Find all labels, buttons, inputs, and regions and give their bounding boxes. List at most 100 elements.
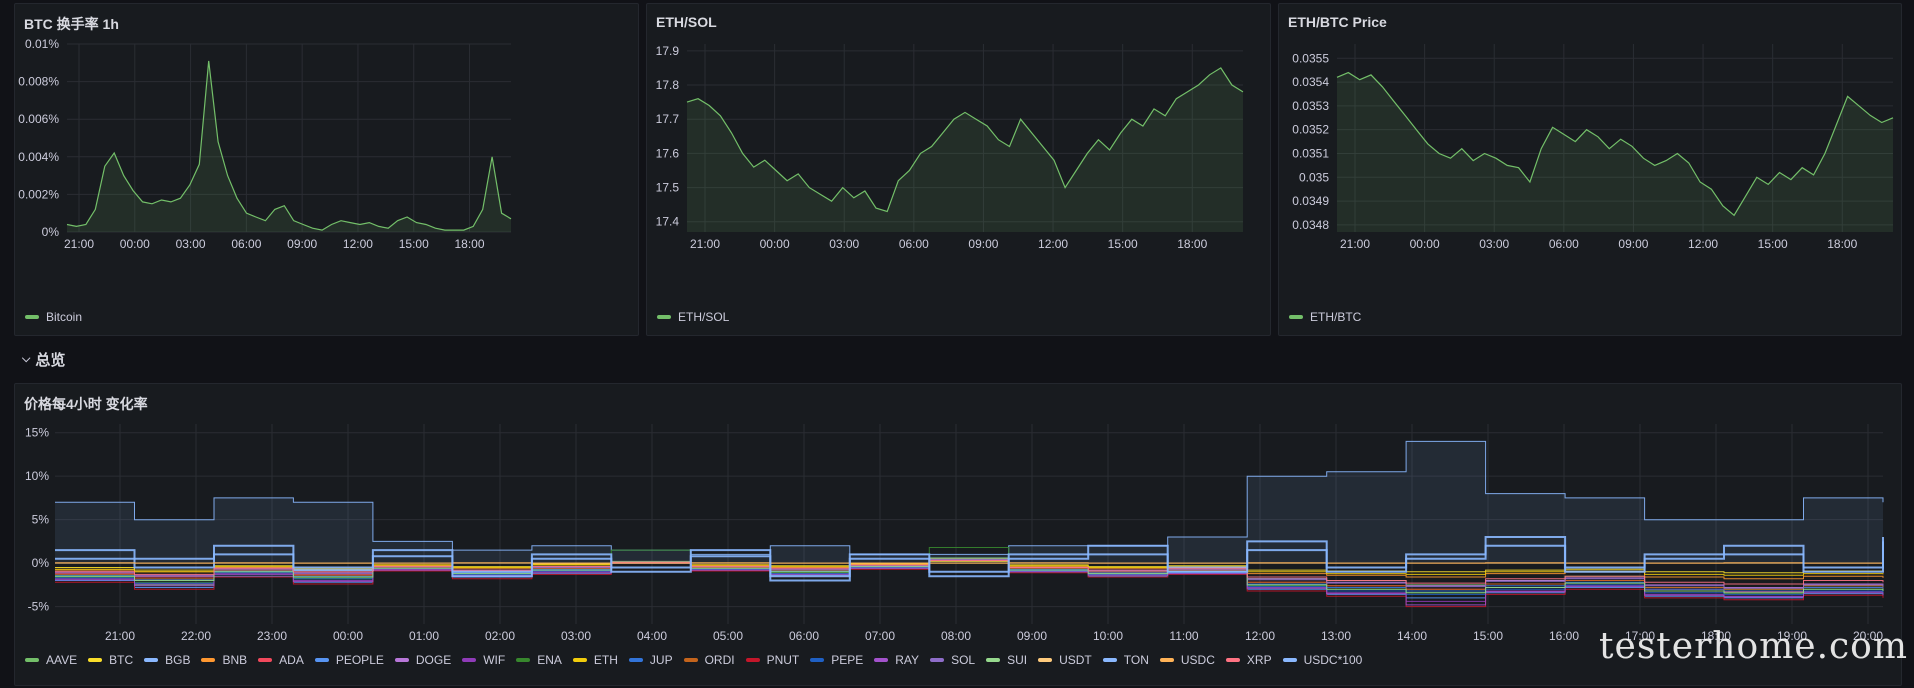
- legend-swatch: [144, 658, 159, 662]
- y-tick-label: 0%: [32, 556, 50, 570]
- x-tick-label: 03:00: [829, 237, 859, 251]
- legend-item[interactable]: ENA: [516, 653, 562, 667]
- row-collapse-toggle[interactable]: ⌵ 总览: [22, 349, 65, 370]
- legend-item[interactable]: PEOPLE: [314, 653, 384, 667]
- y-tick-label: 0.0353: [1292, 99, 1329, 113]
- x-tick-label: 18:00: [455, 237, 485, 251]
- x-tick-label: 15:00: [1473, 629, 1503, 643]
- legend-item[interactable]: XRP: [1225, 653, 1272, 667]
- chart-price-change: -5% 0% 5% 10% 15% 21:00 22:00 23:00 00:00 01:00 02…: [25, 424, 1884, 643]
- x-tick-label: 19:00: [1777, 629, 1807, 643]
- legend-label: ETH: [593, 653, 618, 667]
- x-tick-label: 18:00: [1827, 237, 1857, 251]
- y-tick-label: 0.0349: [1292, 194, 1329, 208]
- panel-eth-sol[interactable]: ETH/SOL 17.4 17.5 17.6 17.7 17.8 17.9 21:00 00:…: [646, 3, 1271, 336]
- legend-item[interactable]: RAY: [874, 653, 919, 667]
- legend-item[interactable]: USDC: [1159, 653, 1215, 667]
- legend-item[interactable]: BTC: [88, 653, 133, 667]
- panel-title: 价格每4小时 变化率: [24, 396, 148, 412]
- legend-item[interactable]: WIF: [462, 653, 505, 667]
- legend: Bitcoin: [25, 310, 93, 324]
- panel-title: ETH/SOL: [656, 14, 717, 30]
- y-tick-label: 17.9: [656, 44, 680, 58]
- x-tick-label: 07:00: [865, 629, 895, 643]
- legend-item[interactable]: PEPE: [810, 653, 863, 667]
- y-tick-label: 17.7: [656, 112, 680, 126]
- legend-label: RAY: [895, 653, 920, 667]
- series-line: [1336, 71, 1894, 217]
- legend-item[interactable]: SOL: [930, 653, 975, 667]
- panel-btc-turnover[interactable]: BTC 换手率 1h 0% 0.002% 0.004% 0.006% 0.008% 0.0…: [14, 3, 639, 336]
- legend-item[interactable]: ETH/SOL: [657, 310, 729, 324]
- legend-label: ADA: [279, 653, 304, 667]
- x-tick-label: 09:00: [968, 237, 998, 251]
- x-tick-label: 00:00: [1410, 237, 1440, 251]
- legend-item[interactable]: ETH: [572, 653, 618, 667]
- legend-label: ENA: [537, 653, 562, 667]
- y-tick-label: 10%: [25, 469, 49, 483]
- legend-item[interactable]: ADA: [258, 653, 304, 667]
- row-title: 总览: [35, 352, 66, 369]
- x-tick-label: 03:00: [1479, 237, 1509, 251]
- y-tick-label: 17.6: [656, 146, 680, 160]
- x-tick-label: 21:00: [690, 237, 720, 251]
- legend-label: SOL: [951, 653, 976, 667]
- legend-label: JUP: [649, 653, 673, 667]
- legend-swatch: [628, 658, 643, 662]
- panel-eth-btc-price[interactable]: ETH/BTC Price 0.0348 0.0349 0.035 0.0351 0.0…: [1278, 3, 1902, 336]
- legend-item[interactable]: USDT: [1038, 653, 1092, 667]
- series-area: [1337, 72, 1893, 232]
- x-tick-label: 16:00: [1549, 629, 1579, 643]
- series-area-bgb: [55, 441, 1883, 564]
- x-tick-label: 02:00: [485, 629, 515, 643]
- legend-swatch: [201, 658, 216, 662]
- x-tick-label: 21:00: [1340, 237, 1370, 251]
- y-tick-label: 5%: [32, 513, 50, 527]
- x-tick-label: 06:00: [899, 237, 929, 251]
- x-tick-label: 01:00: [409, 629, 439, 643]
- legend-item[interactable]: ETH/BTC: [1289, 310, 1361, 324]
- legend-item[interactable]: JUP: [628, 653, 673, 667]
- x-tick-label: 22:00: [181, 629, 211, 643]
- x-tick-label: 12:00: [1245, 629, 1275, 643]
- legend-item[interactable]: USDC*100: [1282, 653, 1362, 667]
- x-tick-label: 21:00: [105, 629, 135, 643]
- y-tick-label: 0.0355: [1292, 51, 1329, 65]
- series-line-bgb: [55, 440, 1884, 555]
- x-tick-label: 18:00: [1177, 237, 1207, 251]
- x-tick-label: 12:00: [343, 237, 373, 251]
- legend-swatch: [1038, 658, 1053, 662]
- x-tick-label: 08:00: [941, 629, 971, 643]
- legend-swatch: [930, 658, 945, 662]
- legend: ETH/SOL: [657, 310, 740, 324]
- y-tick-label: 0.0352: [1292, 123, 1329, 137]
- legend-swatch: [88, 658, 103, 662]
- panel-title: ETH/BTC Price: [1288, 14, 1387, 30]
- legend-swatch: [874, 658, 889, 662]
- legend-swatch: [516, 658, 531, 662]
- legend-swatch: [462, 658, 477, 662]
- legend-item[interactable]: Bitcoin: [25, 310, 82, 324]
- x-tick-label: 18:00: [1701, 629, 1731, 643]
- legend-item[interactable]: DOGE: [394, 653, 452, 667]
- legend-item[interactable]: PNUT: [745, 653, 799, 667]
- legend-item[interactable]: TON: [1102, 653, 1149, 667]
- legend-item[interactable]: ORDI: [683, 653, 735, 667]
- legend-item[interactable]: AAVE: [25, 653, 77, 667]
- legend-label: ETH/BTC: [1310, 310, 1362, 324]
- legend-label: DOGE: [415, 653, 452, 667]
- chart-eth-sol: 17.4 17.5 17.6 17.7 17.8 17.9 21:00 00:00 03:00 0…: [656, 44, 1244, 251]
- legend-item[interactable]: BNB: [201, 653, 247, 667]
- legend-swatch: [25, 315, 39, 319]
- legend-item[interactable]: BGB: [144, 653, 190, 667]
- legend-label: ETH/SOL: [678, 310, 730, 324]
- watermark: testerhome.com: [1599, 626, 1908, 667]
- chart-eth-btc-price: 0.0348 0.0349 0.035 0.0351 0.0352 0.0353 0.035…: [1292, 44, 1894, 251]
- series-area: [67, 60, 511, 233]
- legend-label: PEPE: [831, 653, 864, 667]
- panel-price-change-4h[interactable]: 价格每4小时 变化率 -5% 0% 5% 10% 15% 21:00 22:00 23:00 0…: [14, 383, 1902, 686]
- chevron-down-icon: ⌵: [22, 353, 31, 365]
- legend-item[interactable]: SUI: [986, 653, 1027, 667]
- y-tick-label: 17.8: [656, 78, 680, 92]
- legend-label: WIF: [483, 653, 506, 667]
